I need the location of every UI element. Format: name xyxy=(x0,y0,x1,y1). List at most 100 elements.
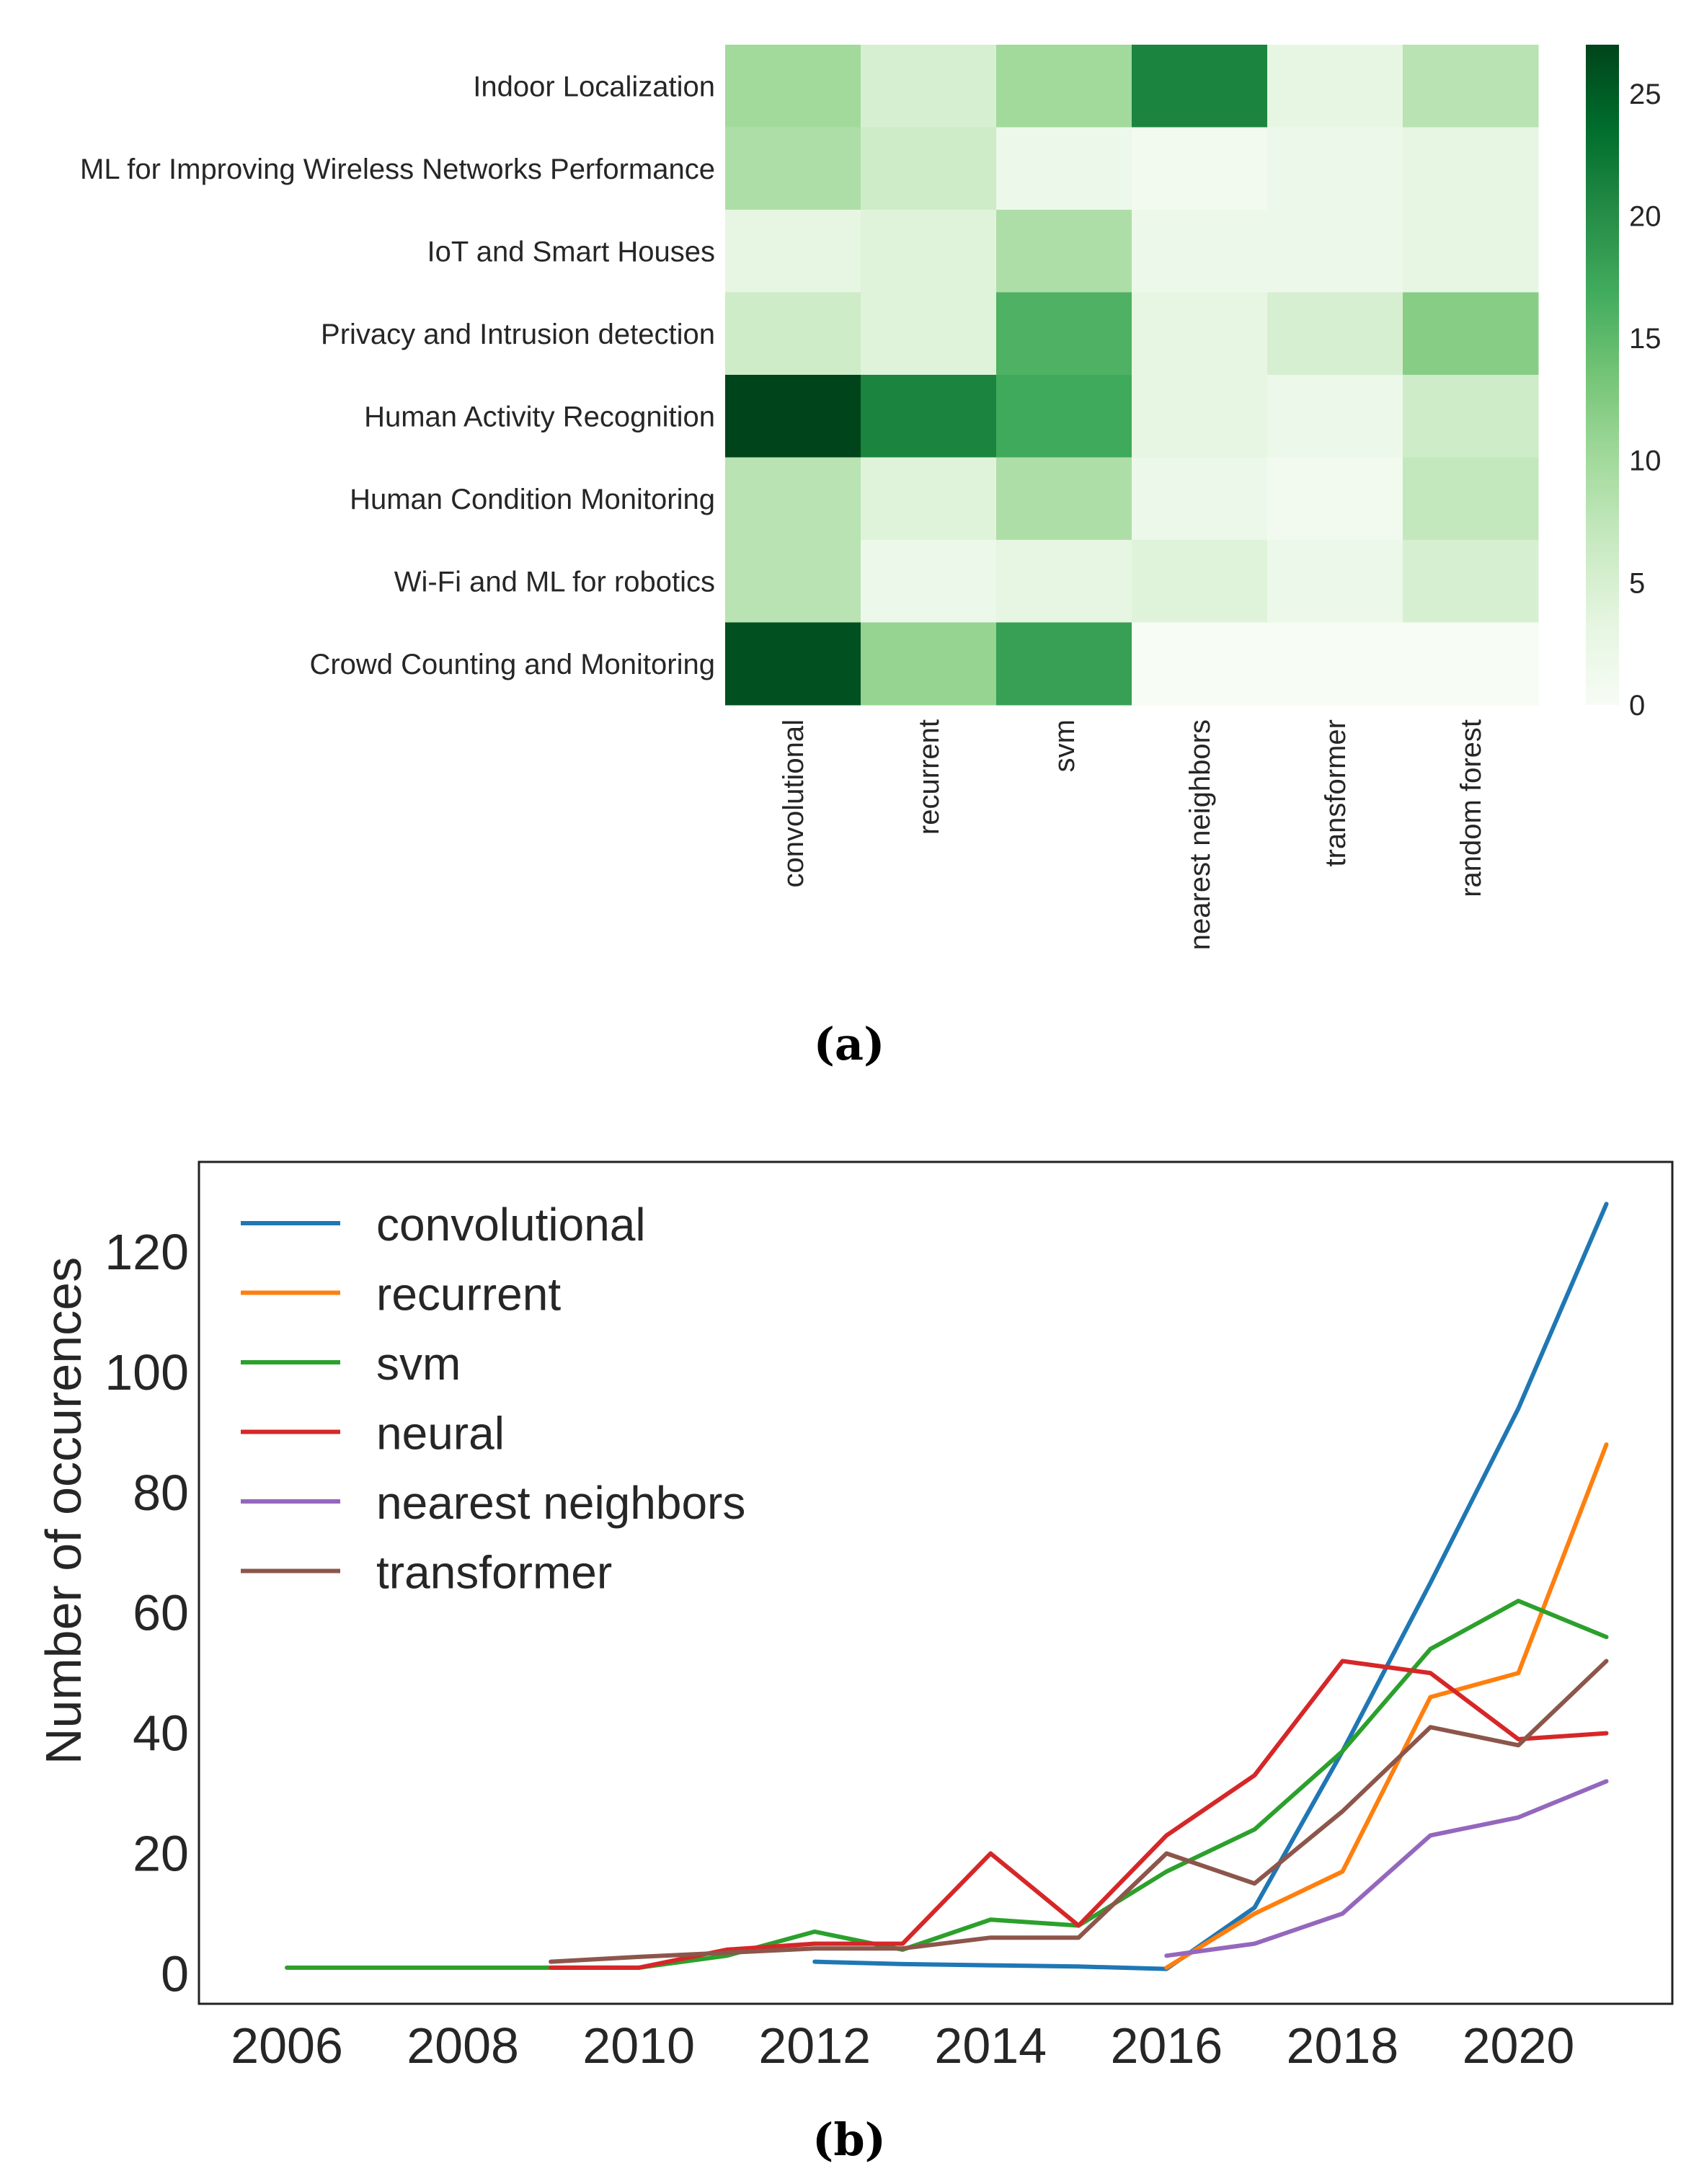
heatmap-cell xyxy=(996,210,1132,293)
series-line xyxy=(1164,1442,1609,1970)
heatmap-column-label: recurrent xyxy=(913,719,945,835)
heatmap-column-label: svm xyxy=(1049,719,1081,772)
heatmap-cell xyxy=(1132,45,1268,128)
legend-entry: svm xyxy=(376,1338,461,1390)
heatmap-cell xyxy=(1267,210,1403,293)
heatmap-cell xyxy=(725,457,861,541)
colorbar: 0 5 10 15 20 25 xyxy=(1586,45,1662,722)
heatmap-row-label: IoT and Smart Houses xyxy=(427,236,715,267)
y-tick-label: 20 xyxy=(133,1825,189,1881)
heatmap-cell xyxy=(1267,622,1403,706)
legend-entry: recurrent xyxy=(376,1269,561,1320)
heatmap-cell xyxy=(861,292,997,376)
heatmap-cell xyxy=(1267,292,1403,376)
y-tick-labels: 0 20 40 60 80 100 120 xyxy=(105,1224,189,2002)
heatmap-cell xyxy=(996,622,1132,706)
heatmap-cell xyxy=(1403,45,1539,128)
heatmap-column-label: random forest xyxy=(1455,719,1487,897)
line-series xyxy=(285,1202,1609,1971)
heatmap-cell xyxy=(1132,540,1268,623)
heatmap-column-label: transformer xyxy=(1320,719,1352,867)
heatmap-cell xyxy=(861,622,997,706)
colorbar-tick-label: 0 xyxy=(1629,690,1645,722)
y-tick-label: 40 xyxy=(133,1705,189,1762)
heatmap-cell xyxy=(725,622,861,706)
y-axis-label: Number of occurences xyxy=(35,1257,92,1764)
heatmap-cell xyxy=(1267,375,1403,458)
heatmap-cell xyxy=(1403,210,1539,293)
heatmap-row-label: Crowd Counting and Monitoring xyxy=(309,649,715,680)
heatmap-cell xyxy=(1403,540,1539,623)
line-chart-panel: 2006 2008 2010 2012 2014 2016 2018 2020 0 20 40 60… xyxy=(35,1160,1674,2166)
heatmap-column-label: nearest neighbors xyxy=(1184,719,1216,950)
series-line xyxy=(549,1659,1609,1970)
plot-frame xyxy=(198,1160,1674,2005)
series-line xyxy=(285,1599,1609,1970)
x-tick-label: 2010 xyxy=(582,2017,695,2074)
heatmap-cells xyxy=(725,45,1539,706)
heatmap-cell xyxy=(861,375,997,458)
x-tick-label: 2016 xyxy=(1110,2017,1223,2074)
colorbar-tick-label: 15 xyxy=(1629,323,1662,355)
heatmap-cell xyxy=(725,292,861,376)
y-tick-label: 0 xyxy=(161,1945,189,2002)
heatmap-row-label: Privacy and Intrusion detection xyxy=(321,319,715,350)
x-tick-labels: 2006 2008 2010 2012 2014 2016 2018 2020 xyxy=(231,2017,1574,2074)
panel-label-a: (a) xyxy=(814,1018,885,1070)
heatmap-row-label: Wi-Fi and ML for robotics xyxy=(394,566,715,598)
heatmap-cell xyxy=(1267,45,1403,128)
colorbar-tick-label: 5 xyxy=(1629,567,1645,599)
heatmap-cell xyxy=(725,45,861,128)
heatmap-cell xyxy=(1132,457,1268,541)
heatmap-cell xyxy=(861,45,997,128)
heatmap-cell xyxy=(725,540,861,623)
y-tick-label: 60 xyxy=(133,1585,189,1641)
legend-entry: nearest neighbors xyxy=(376,1477,745,1529)
heatmap-panel: Indoor Localization ML for Improving Wire… xyxy=(80,45,1662,1070)
heatmap-cell xyxy=(861,540,997,623)
heatmap-cell xyxy=(1403,622,1539,706)
x-tick-label: 2018 xyxy=(1287,2017,1399,2074)
heatmap-column-label: convolutional xyxy=(778,719,809,888)
legend-entry: transformer xyxy=(376,1547,612,1599)
heatmap-cell xyxy=(996,292,1132,376)
legend: convolutional recurrent svm neural nearest n… xyxy=(241,1199,745,1599)
heatmap-cell xyxy=(1267,540,1403,623)
heatmap-cell xyxy=(996,127,1132,210)
heatmap-cell xyxy=(996,540,1132,623)
y-tick-label: 120 xyxy=(105,1224,189,1280)
series-line xyxy=(549,1659,1609,1964)
heatmap-cell xyxy=(996,375,1132,458)
heatmap-column-labels: convolutional recurrent svm nearest neighbo… xyxy=(778,719,1487,950)
heatmap-cell xyxy=(996,457,1132,541)
x-tick-label: 2020 xyxy=(1463,2017,1575,2074)
heatmap-row-label: Indoor Localization xyxy=(473,71,715,102)
heatmap-cell xyxy=(861,457,997,541)
y-tick-label: 80 xyxy=(133,1465,189,1521)
x-tick-label: 2006 xyxy=(231,2017,343,2074)
colorbar-gradient xyxy=(1586,45,1619,705)
heatmap-cell xyxy=(1403,457,1539,541)
heatmap-cell xyxy=(996,45,1132,128)
colorbar-tick-label: 25 xyxy=(1629,79,1662,110)
heatmap-cell xyxy=(725,127,861,210)
heatmap-cell xyxy=(1132,622,1268,706)
heatmap-row-label: ML for Improving Wireless Networks Perfo… xyxy=(80,154,715,185)
heatmap-cell xyxy=(1267,127,1403,210)
heatmap-cell xyxy=(861,127,997,210)
legend-entry: neural xyxy=(376,1408,505,1460)
heatmap-cell xyxy=(861,210,997,293)
series-line xyxy=(1164,1779,1609,1958)
heatmap-row-labels: Indoor Localization ML for Improving Wire… xyxy=(80,71,715,680)
heatmap-cell xyxy=(725,375,861,458)
heatmap-row-label: Human Condition Monitoring xyxy=(350,484,715,515)
colorbar-tick-label: 20 xyxy=(1629,200,1662,232)
heatmap-cell xyxy=(1267,457,1403,541)
x-tick-label: 2012 xyxy=(758,2017,871,2074)
heatmap-cell xyxy=(1132,210,1268,293)
heatmap-cell xyxy=(725,210,861,293)
heatmap-cell xyxy=(1403,292,1539,376)
heatmap-cell xyxy=(1132,127,1268,210)
panel-label-b: (b) xyxy=(812,2113,886,2166)
heatmap-cell xyxy=(1132,375,1268,458)
